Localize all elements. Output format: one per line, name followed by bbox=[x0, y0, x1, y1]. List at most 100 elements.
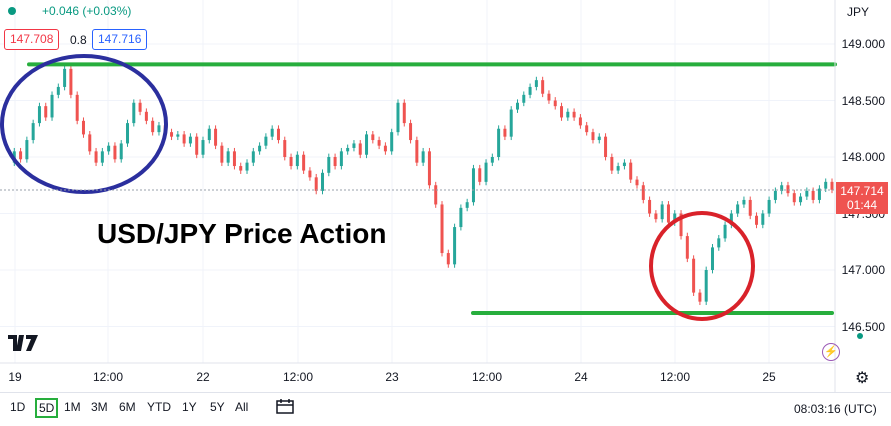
candle-body bbox=[799, 196, 803, 203]
candle-body bbox=[484, 162, 488, 182]
candle-body bbox=[641, 185, 645, 200]
candle-body bbox=[704, 270, 708, 302]
range-button-5y[interactable]: 5Y bbox=[210, 400, 225, 414]
candle-body bbox=[698, 292, 702, 302]
range-button-5d[interactable]: 5D bbox=[35, 398, 59, 418]
candle-body bbox=[390, 132, 394, 152]
price-series bbox=[12, 65, 834, 306]
range-button-3m[interactable]: 3M bbox=[91, 400, 108, 414]
candle-body bbox=[50, 94, 54, 118]
candle-body bbox=[377, 140, 381, 146]
candle-body bbox=[113, 145, 117, 160]
candle-body bbox=[710, 247, 714, 270]
candle-body bbox=[622, 162, 626, 167]
candle-body bbox=[201, 140, 205, 155]
candle-body bbox=[37, 106, 41, 124]
candle-body bbox=[25, 140, 29, 160]
candle-body bbox=[515, 102, 519, 110]
candle-body bbox=[352, 143, 356, 148]
candle-body bbox=[138, 102, 142, 112]
candle-body bbox=[144, 111, 148, 121]
candle-body bbox=[421, 151, 425, 163]
price-tick-label: 148.000 bbox=[841, 150, 885, 164]
candle-body bbox=[654, 213, 658, 220]
candle-body bbox=[534, 80, 538, 87]
candle-body bbox=[729, 213, 733, 225]
last-price-badge: 147.714 01:44 bbox=[836, 182, 888, 214]
time-tick-label: 23 bbox=[385, 370, 399, 384]
candle-body bbox=[830, 181, 834, 190]
candle-body bbox=[755, 215, 759, 225]
range-button-1d[interactable]: 1D bbox=[10, 400, 26, 414]
candle-body bbox=[195, 136, 199, 155]
ask-price-box[interactable]: 147.716 bbox=[92, 29, 148, 50]
candle-body bbox=[69, 68, 73, 95]
candle-body bbox=[459, 207, 463, 228]
candle-body bbox=[119, 143, 123, 160]
candle-body bbox=[465, 202, 469, 208]
candle-body bbox=[786, 185, 790, 194]
red-highlight-circle bbox=[649, 211, 755, 321]
tradingview-logo[interactable] bbox=[8, 334, 38, 357]
currency-label[interactable]: JPY bbox=[847, 5, 870, 19]
candle-body bbox=[346, 147, 350, 152]
candle-body bbox=[648, 199, 652, 214]
time-tick-label: 25 bbox=[762, 370, 776, 384]
candle-body bbox=[817, 188, 821, 200]
candle-body bbox=[214, 128, 218, 146]
candle-body bbox=[604, 136, 608, 157]
range-button-6m[interactable]: 6M bbox=[119, 400, 136, 414]
candle-body bbox=[251, 151, 255, 163]
candle-body bbox=[597, 136, 601, 141]
candle-body bbox=[490, 157, 494, 163]
candle-body bbox=[660, 204, 664, 220]
candle-body bbox=[207, 128, 211, 141]
candle-body bbox=[679, 213, 683, 237]
lightning-icon[interactable]: ⚡ bbox=[822, 343, 840, 361]
utc-clock[interactable]: 08:03:16 (UTC) bbox=[794, 402, 877, 416]
candle-body bbox=[327, 157, 331, 173]
candle-body bbox=[673, 213, 677, 223]
candle-body bbox=[151, 120, 155, 133]
candle-body bbox=[471, 168, 475, 203]
candle-body bbox=[761, 213, 765, 225]
candle-body bbox=[723, 224, 727, 239]
settings-gear-icon[interactable]: ⚙ bbox=[855, 370, 870, 387]
range-button-all[interactable]: All bbox=[235, 400, 249, 414]
candle-body bbox=[100, 151, 104, 163]
spread-value: 0.8 bbox=[70, 33, 87, 47]
blue-highlight-circle bbox=[0, 54, 168, 194]
candle-body bbox=[522, 94, 526, 103]
range-button-1m[interactable]: 1M bbox=[64, 400, 81, 414]
price-change: +0.046 (+0.03%) bbox=[42, 4, 132, 18]
candle-body bbox=[402, 102, 406, 124]
candle-body bbox=[509, 109, 513, 137]
candle-body bbox=[409, 123, 413, 141]
price-tick-label: 147.000 bbox=[841, 263, 885, 277]
candle-body bbox=[283, 140, 287, 157]
candle-body bbox=[811, 190, 815, 200]
candle-body bbox=[295, 154, 299, 167]
candle-body bbox=[56, 86, 60, 95]
countdown-timer: 01:44 bbox=[846, 198, 878, 212]
candle-body bbox=[792, 193, 796, 203]
candle-body bbox=[358, 143, 362, 155]
range-button-1y[interactable]: 1Y bbox=[182, 400, 197, 414]
candle-body bbox=[289, 157, 293, 167]
candle-body bbox=[276, 128, 280, 141]
candle-body bbox=[572, 111, 576, 118]
candle-body bbox=[497, 128, 501, 157]
calendar-range-icon[interactable] bbox=[276, 398, 294, 419]
candle-body bbox=[427, 151, 431, 186]
candle-body bbox=[553, 100, 557, 107]
time-tick-label: 12:00 bbox=[471, 370, 503, 384]
candle-body bbox=[748, 199, 752, 216]
bid-price-box[interactable]: 147.708 bbox=[4, 29, 60, 50]
status-indicator-dot bbox=[857, 333, 863, 339]
candle-body bbox=[780, 185, 784, 191]
price-tick-label: 148.500 bbox=[841, 93, 885, 108]
range-button-ytd[interactable]: YTD bbox=[147, 400, 171, 414]
status-dot bbox=[8, 7, 16, 15]
candle-body bbox=[63, 68, 67, 87]
